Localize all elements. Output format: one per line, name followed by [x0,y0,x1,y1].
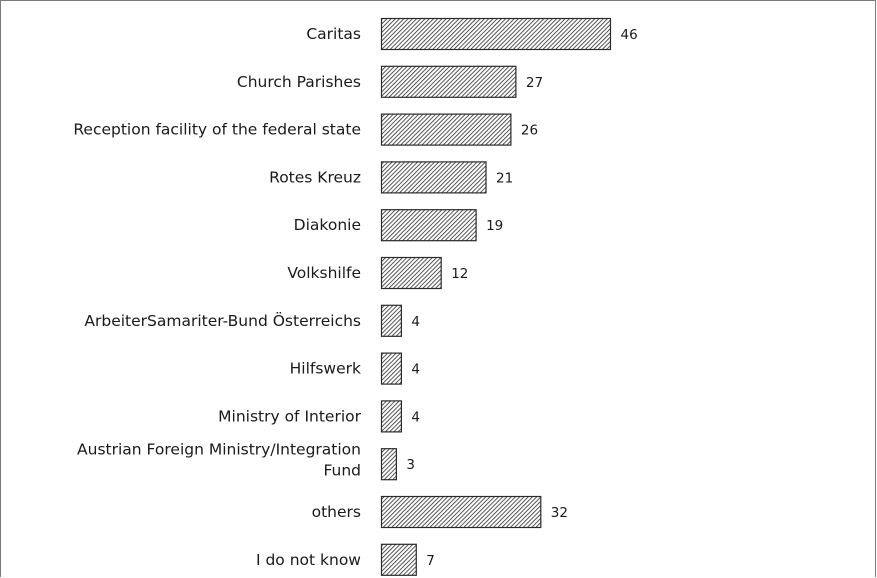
category-labels-group: Caritas Church Parishes Reception facility… [73,25,361,569]
category-label: Reception facility of the federal state [73,121,361,139]
bar [380,304,402,337]
bar [380,400,402,433]
category-label: Caritas [306,25,361,43]
category-label: Volkshilfe [287,264,361,282]
bar [380,495,542,529]
data-label: 4 [411,409,420,425]
category-label: ArbeiterSamariter-Bund Österreichs [84,311,361,330]
data-label: 19 [486,218,503,234]
category-label: Church Parishes [237,73,361,91]
bar [380,256,442,290]
data-label: 26 [521,123,538,139]
data-label: 32 [551,505,568,521]
value-labels-group: 46 27 26 21 19 12 4 4 4 3 32 7 [406,27,637,569]
data-label: 21 [496,170,513,186]
bar [380,65,517,98]
bar [380,161,487,194]
data-label: 4 [411,314,420,330]
data-label: 3 [406,457,415,473]
bar [380,113,512,146]
category-label: others [312,503,361,521]
data-label: 7 [426,553,435,569]
category-label: Austrian Foreign Ministry/Integration [77,441,361,459]
category-label: Hilfswerk [290,360,361,378]
bar [380,448,397,481]
data-label: 46 [621,27,638,43]
bar [380,543,417,576]
bar [380,209,477,242]
category-label: Diakonie [294,216,361,234]
bars-group [380,17,612,576]
bar [380,352,402,385]
category-label: Ministry of Interior [218,407,361,425]
category-label: I do not know [256,551,361,569]
bar [380,17,612,51]
category-label: Fund [323,462,361,480]
data-label: 27 [526,75,543,91]
data-label: 12 [451,266,468,282]
category-label: Rotes Kreuz [269,168,361,186]
data-label: 4 [411,362,420,378]
